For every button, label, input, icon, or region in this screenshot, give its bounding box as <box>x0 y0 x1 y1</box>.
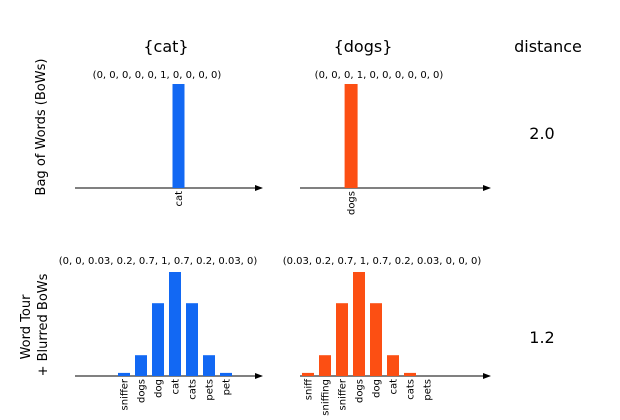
tick-label-blur-cat-5: cat <box>171 379 182 395</box>
bar-blur-dogs-3 <box>353 272 365 376</box>
row-label-blur-line1: Word Tour <box>19 294 34 359</box>
vector-label-blur-cat: (0, 0, 0.03, 0.2, 0.7, 1, 0.7, 0.2, 0.03… <box>59 256 258 267</box>
bar-blur-cat-5 <box>169 272 181 376</box>
bar-blur-dogs-1 <box>319 355 331 376</box>
tick-label-bow-cat-5: cat <box>174 191 185 207</box>
bar-blur-cat-6 <box>186 303 198 376</box>
bar-blur-dogs-0 <box>302 372 314 376</box>
vector-label-bow-cat: (0, 0, 0, 0, 0, 1, 0, 0, 0, 0) <box>93 70 222 81</box>
bar-bow-dogs-3 <box>344 84 358 188</box>
tick-label-blur-cat-7: pets <box>205 379 216 401</box>
column-heading-dogs: {dogs} <box>334 37 393 56</box>
bar-blur-dogs-4 <box>370 303 382 376</box>
tick-label-blur-dogs-0: sniff <box>304 378 315 400</box>
bar-blur-dogs-6 <box>404 372 416 376</box>
row-label-blur-line2: + Blurred BoWs <box>36 273 51 376</box>
tick-label-blur-dogs-3: dogs <box>355 379 366 403</box>
tick-label-blur-cat-8: pet <box>222 379 233 396</box>
vector-label-blur-dogs: (0.03, 0.2, 0.7, 1, 0.7, 0.2, 0.03, 0, 0… <box>283 256 482 267</box>
distance-value-bow: 2.0 <box>529 124 554 143</box>
distance-value-blur: 1.2 <box>529 328 554 347</box>
row-label-bow: Bag of Words (BoWs) <box>34 59 49 196</box>
bar-blur-cat-3 <box>135 355 147 376</box>
tick-label-blur-cat-3: dogs <box>137 379 148 403</box>
bar-blur-dogs-5 <box>387 355 399 376</box>
bar-blur-cat-7 <box>203 355 215 376</box>
tick-label-blur-cat-2: sniffer <box>120 378 131 410</box>
bar-blur-cat-8 <box>220 372 232 376</box>
bar-blur-cat-2 <box>118 372 130 376</box>
column-heading-cat: {cat} <box>143 37 188 56</box>
tick-label-blur-cat-4: dog <box>154 379 165 398</box>
vector-label-bow-dogs: (0, 0, 0, 1, 0, 0, 0, 0, 0, 0) <box>315 70 444 81</box>
tick-label-blur-dogs-6: cats <box>406 379 417 400</box>
tick-label-blur-dogs-2: sniffer <box>338 378 349 410</box>
column-heading-distance: distance <box>514 37 582 56</box>
bar-bow-cat-5 <box>172 84 185 188</box>
tick-label-blur-cat-6: cats <box>188 379 199 400</box>
tick-label-blur-dogs-1: sniffing <box>321 379 332 416</box>
bar-blur-dogs-2 <box>336 303 348 376</box>
tick-label-blur-dogs-7: pets <box>423 379 434 401</box>
tick-label-blur-dogs-4: dog <box>372 379 383 398</box>
tick-label-blur-dogs-5: cat <box>389 379 400 395</box>
tick-label-bow-dogs-3: dogs <box>347 191 358 215</box>
bar-blur-cat-4 <box>152 303 164 376</box>
